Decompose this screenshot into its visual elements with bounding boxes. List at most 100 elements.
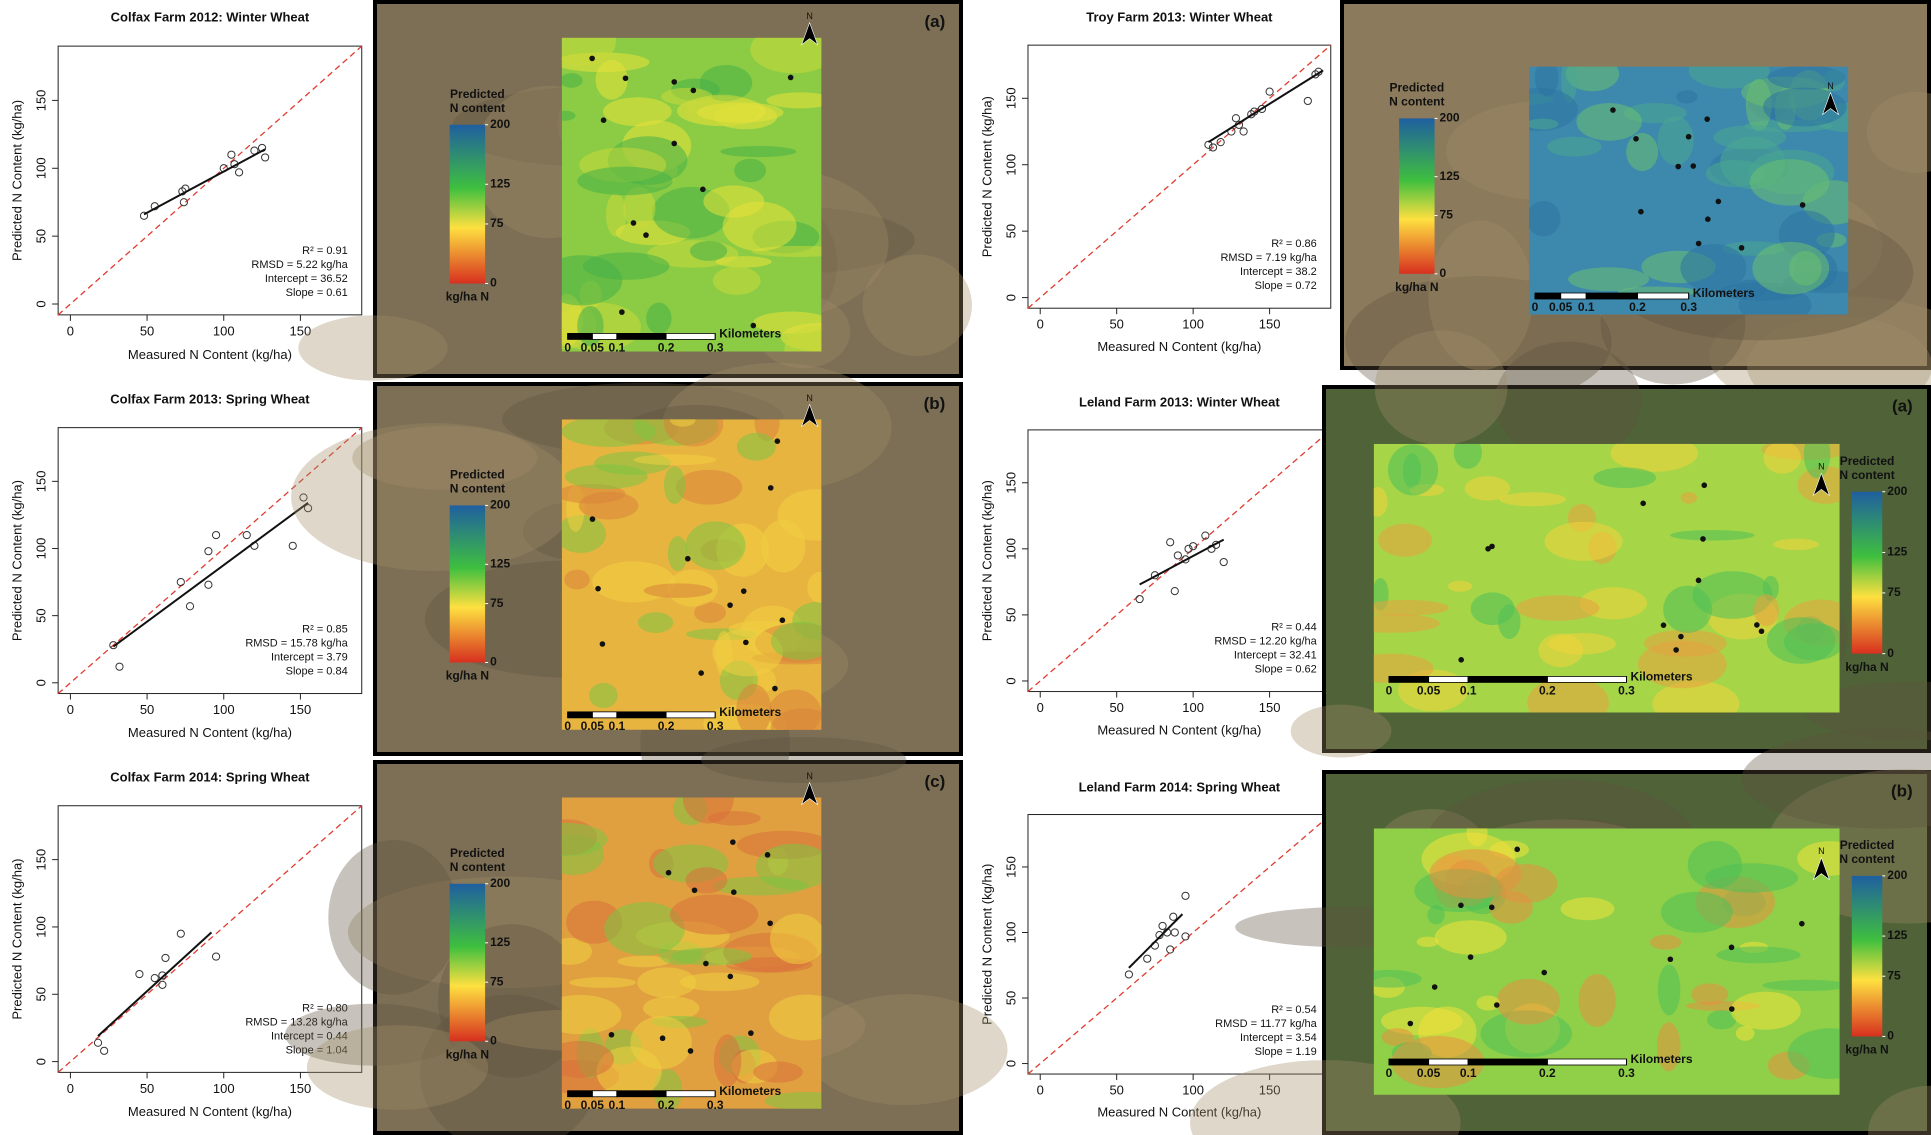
legend-tick-label: 0 <box>1887 1029 1894 1043</box>
stat-annotation: RMSD = 5.22 kg/ha <box>251 259 348 271</box>
stat-annotation: Intercept = 36.52 <box>265 273 348 285</box>
scale-segment <box>666 1091 715 1097</box>
legend-title: N content <box>1839 852 1894 866</box>
chart-title: Colfax Farm 2014: Spring Wheat <box>110 769 310 784</box>
legend-tick-label: 200 <box>490 117 510 131</box>
legend-colorbar <box>450 125 485 284</box>
map-patch <box>1750 159 1830 205</box>
sample-point <box>660 1035 666 1041</box>
y-tick-label: 100 <box>1003 922 1018 944</box>
map-patch <box>1688 841 1742 889</box>
map-patch <box>560 73 582 88</box>
y-axis-label: Predicted N Content (kg/ha) <box>979 480 994 641</box>
sample-point <box>671 79 677 85</box>
legend-colorbar <box>450 884 485 1042</box>
map-patch <box>1658 965 1681 1016</box>
y-tick-label: 0 <box>34 1058 49 1065</box>
x-axis-label: Measured N Content (kg/ha) <box>128 1104 292 1119</box>
chart-title: Leland Farm 2013: Winter Wheat <box>1079 394 1280 409</box>
y-axis-label: Predicted N Content (kg/ha) <box>9 100 24 261</box>
map-patch <box>1378 524 1432 557</box>
y-tick-label: 50 <box>1003 608 1018 622</box>
map-patch <box>1547 137 1601 157</box>
sample-point <box>1633 136 1639 142</box>
map-patch <box>716 256 772 267</box>
sample-point <box>1494 1002 1500 1008</box>
map-patch <box>1363 600 1449 616</box>
sample-point <box>748 1030 754 1036</box>
sample-point <box>1754 622 1760 628</box>
scale-label: 0.05 <box>1417 1066 1441 1080</box>
scale-segment <box>568 1091 593 1097</box>
panel-background <box>0 0 368 378</box>
terrain-shade <box>328 840 459 995</box>
sample-point <box>698 670 704 676</box>
x-tick-label: 50 <box>1109 700 1123 715</box>
scale-label: 0.1 <box>1460 1066 1477 1080</box>
map-patch <box>713 267 761 295</box>
map-patch <box>634 454 717 465</box>
chart-title: Colfax Farm 2013: Spring Wheat <box>110 391 310 406</box>
legend-title: Predicted <box>450 846 505 860</box>
scale-label: 0 <box>1386 684 1393 698</box>
sample-point <box>619 309 625 315</box>
y-tick-label: 150 <box>34 90 49 112</box>
y-tick-label: 50 <box>34 608 49 622</box>
scale-unit: Kilometers <box>1631 1052 1693 1066</box>
panel-label: (a) <box>925 12 946 31</box>
map-patch <box>1716 947 1800 964</box>
map-patch <box>589 683 618 708</box>
x-tick-label: 0 <box>67 1081 74 1096</box>
sample-point <box>1661 622 1667 628</box>
y-tick-label: 0 <box>1003 294 1018 301</box>
scale-unit: Kilometers <box>1693 286 1755 300</box>
legend-tick-label: 75 <box>490 974 504 988</box>
x-tick-label: 100 <box>213 323 235 338</box>
map-patch <box>1527 119 1559 130</box>
map-patch <box>1578 974 1615 1027</box>
map-patch <box>1516 595 1599 621</box>
legend-tick-label: 75 <box>1887 968 1901 982</box>
legend-tick-label: 75 <box>1440 208 1454 222</box>
x-tick-label: 50 <box>140 1081 154 1096</box>
legend-tick-label: 0 <box>490 655 497 669</box>
legend-tick-label: 75 <box>1887 585 1901 599</box>
map-patch <box>770 914 826 965</box>
stat-annotation: Slope = 0.61 <box>286 287 348 299</box>
stat-annotation: R² = 0.54 <box>1271 1004 1317 1016</box>
x-tick-label: 150 <box>1259 700 1281 715</box>
scale-label: 0.3 <box>707 719 724 733</box>
scale-segment <box>1468 676 1547 682</box>
stat-annotation: Slope = 0.62 <box>1255 663 1317 675</box>
map-patch <box>638 612 674 633</box>
map-patch <box>562 416 657 447</box>
y-axis-label: Predicted N Content (kg/ha) <box>9 858 24 1019</box>
scale-label: 0.05 <box>581 719 605 733</box>
map-patch <box>1767 617 1836 664</box>
scale-segment <box>1561 293 1587 299</box>
stat-annotation: R² = 0.86 <box>1271 238 1317 250</box>
sample-point <box>765 852 771 858</box>
sample-point <box>1729 945 1735 951</box>
map-patch <box>1527 201 1561 237</box>
scale-label: 0.3 <box>1618 684 1635 698</box>
sample-point <box>1668 956 1674 962</box>
chart-title: Troy Farm 2013: Winter Wheat <box>1086 9 1273 24</box>
sample-point <box>1700 536 1706 542</box>
sample-point <box>788 75 794 81</box>
y-tick-label: 100 <box>1003 538 1018 560</box>
sample-point <box>703 961 709 967</box>
x-tick-label: 0 <box>67 323 74 338</box>
sample-point <box>631 220 637 226</box>
sample-point <box>692 887 698 893</box>
legend-unit: kg/ha N <box>1395 280 1438 294</box>
y-axis-label: Predicted N Content (kg/ha) <box>979 96 994 257</box>
map-patch <box>1663 586 1712 633</box>
legend-title: Predicted <box>1389 81 1444 95</box>
stat-annotation: RMSD = 15.78 kg/ha <box>245 637 348 649</box>
legend-tick-label: 0 <box>490 1033 497 1047</box>
map-patch <box>686 867 728 893</box>
map-patch <box>753 1062 803 1083</box>
map-patch <box>646 303 671 335</box>
scale-label: 0.2 <box>1629 300 1646 314</box>
